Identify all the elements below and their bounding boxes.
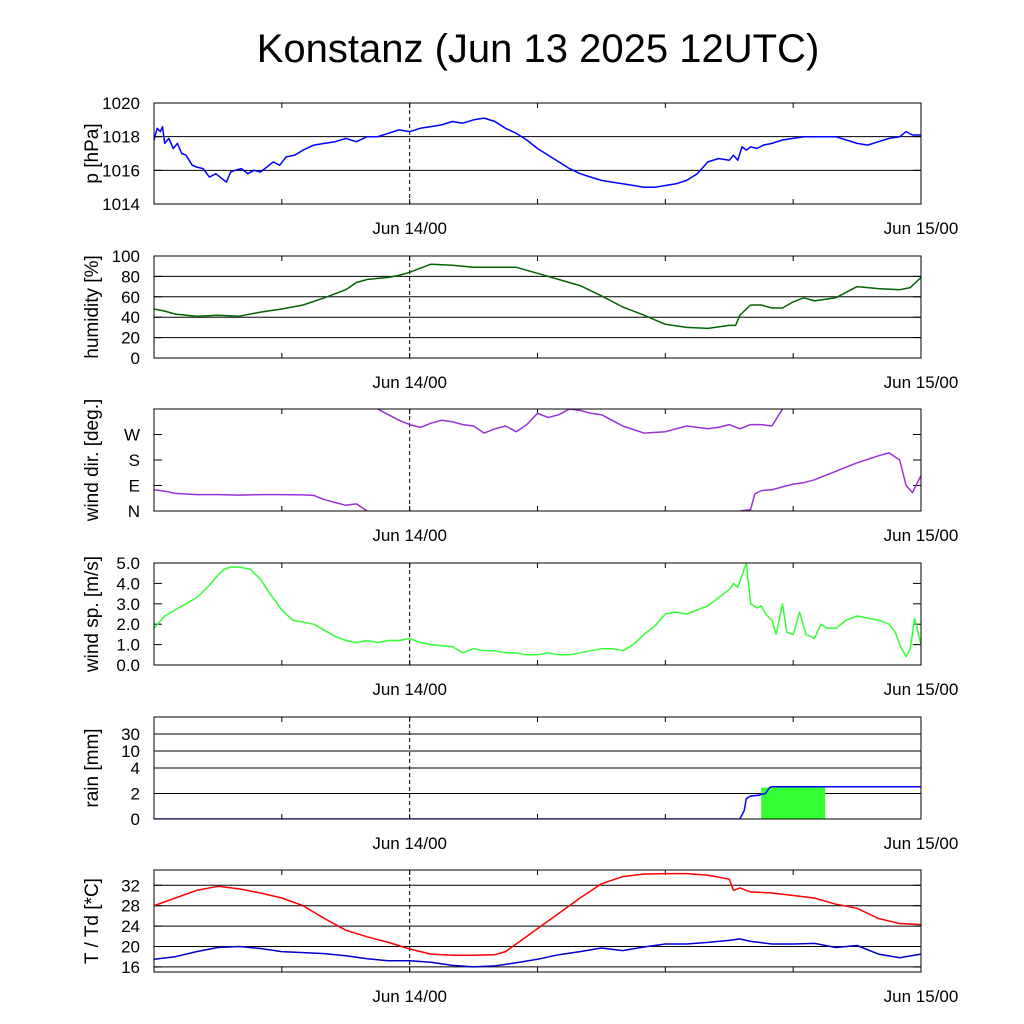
y-tick-label: S — [129, 451, 140, 470]
plot-frame — [153, 102, 922, 205]
y-tick-label: 1016 — [102, 161, 140, 180]
y-tick-label: 1018 — [102, 128, 140, 147]
y-tick-label: 32 — [121, 876, 140, 895]
y-tick-label: 4.0 — [116, 574, 140, 593]
y-tick-label: 40 — [121, 308, 140, 327]
panel-wind_speed: 0.01.0 2.03.0 4.05.0 Jun 14/00 Jun 15/00 wind… — [82, 554, 958, 699]
plot-frame — [153, 562, 922, 666]
plot-frame — [153, 408, 922, 512]
x-tick-label: Jun 14/00 — [372, 680, 447, 699]
y-tick-label: 5.0 — [116, 554, 140, 573]
y-tick-label: 1014 — [102, 195, 140, 214]
panel-pressure: 1014 1016 1018 1020 Jun 14/00 Jun 15/00 p [hPa… — [82, 94, 958, 238]
x-tick-label: Jun 15/00 — [884, 987, 959, 1006]
y-axis-label: rain [mm] — [82, 728, 103, 807]
plot-frame — [153, 869, 922, 973]
y-tick-label: E — [129, 477, 140, 496]
x-tick-label: Jun 15/00 — [884, 526, 959, 545]
series-line-humidity — [154, 263, 921, 330]
y-tick-label: 60 — [121, 288, 140, 307]
rain-bar — [761, 787, 826, 819]
x-tick-label: Jun 14/00 — [372, 834, 447, 853]
y-tick-label: 4 — [131, 759, 140, 778]
series-line-rain_line — [154, 785, 921, 819]
x-tick-label: Jun 14/00 — [372, 526, 447, 545]
x-tick-label: Jun 14/00 — [372, 987, 447, 1006]
x-tick-label: Jun 15/00 — [884, 680, 959, 699]
y-tick-label: 30 — [121, 725, 140, 744]
y-tick-label: 100 — [112, 247, 140, 266]
x-tick-label: Jun 15/00 — [884, 219, 959, 238]
y-axis-label: p [hPa] — [82, 123, 103, 183]
x-tick-label: Jun 15/00 — [884, 373, 959, 392]
x-tick-label: Jun 15/00 — [884, 834, 959, 853]
y-tick-label: 24 — [121, 917, 140, 936]
y-tick-label: 0 — [131, 810, 140, 829]
y-tick-label: 0.0 — [116, 656, 140, 675]
y-tick-label: 80 — [121, 267, 140, 286]
series-line-pressure — [154, 117, 921, 188]
plot-frame — [153, 716, 922, 820]
y-tick-label: 20 — [121, 938, 140, 957]
y-tick-label: 1020 — [102, 94, 140, 113]
y-axis-label: humidity [%] — [82, 255, 103, 358]
y-tick-label: 1.0 — [116, 636, 140, 655]
series-line-wind_speed — [154, 563, 921, 658]
series-line-wind_dir — [154, 489, 368, 511]
x-tick-label: Jun 14/00 — [372, 219, 447, 238]
y-axis-label: wind dir. [deg.] — [82, 399, 103, 523]
y-tick-label: 16 — [121, 958, 140, 977]
x-tick-label: Jun 14/00 — [372, 373, 447, 392]
series-line-wind_dir — [739, 452, 921, 511]
y-tick-label: 20 — [121, 329, 140, 348]
chart-title: Konstanz (Jun 13 2025 12UTC) — [257, 27, 820, 71]
y-tick-label: 3.0 — [116, 595, 140, 614]
series-line-dewpoint — [154, 938, 921, 968]
plot-frame — [153, 255, 922, 359]
series-line-temperature — [154, 872, 921, 956]
y-tick-label: 2 — [131, 785, 140, 804]
y-tick-label: 0 — [131, 349, 140, 368]
y-tick-label: 2.0 — [116, 615, 140, 634]
y-tick-label: 10 — [121, 742, 140, 761]
y-tick-label: 28 — [121, 897, 140, 916]
series-line-wind_dir — [377, 409, 785, 434]
y-axis-label: wind sp. [m/s] — [82, 556, 103, 673]
y-tick-label: W — [124, 426, 140, 445]
y-axis-label: T / Td [*C] — [82, 878, 103, 964]
y-tick-label: N — [128, 502, 140, 521]
